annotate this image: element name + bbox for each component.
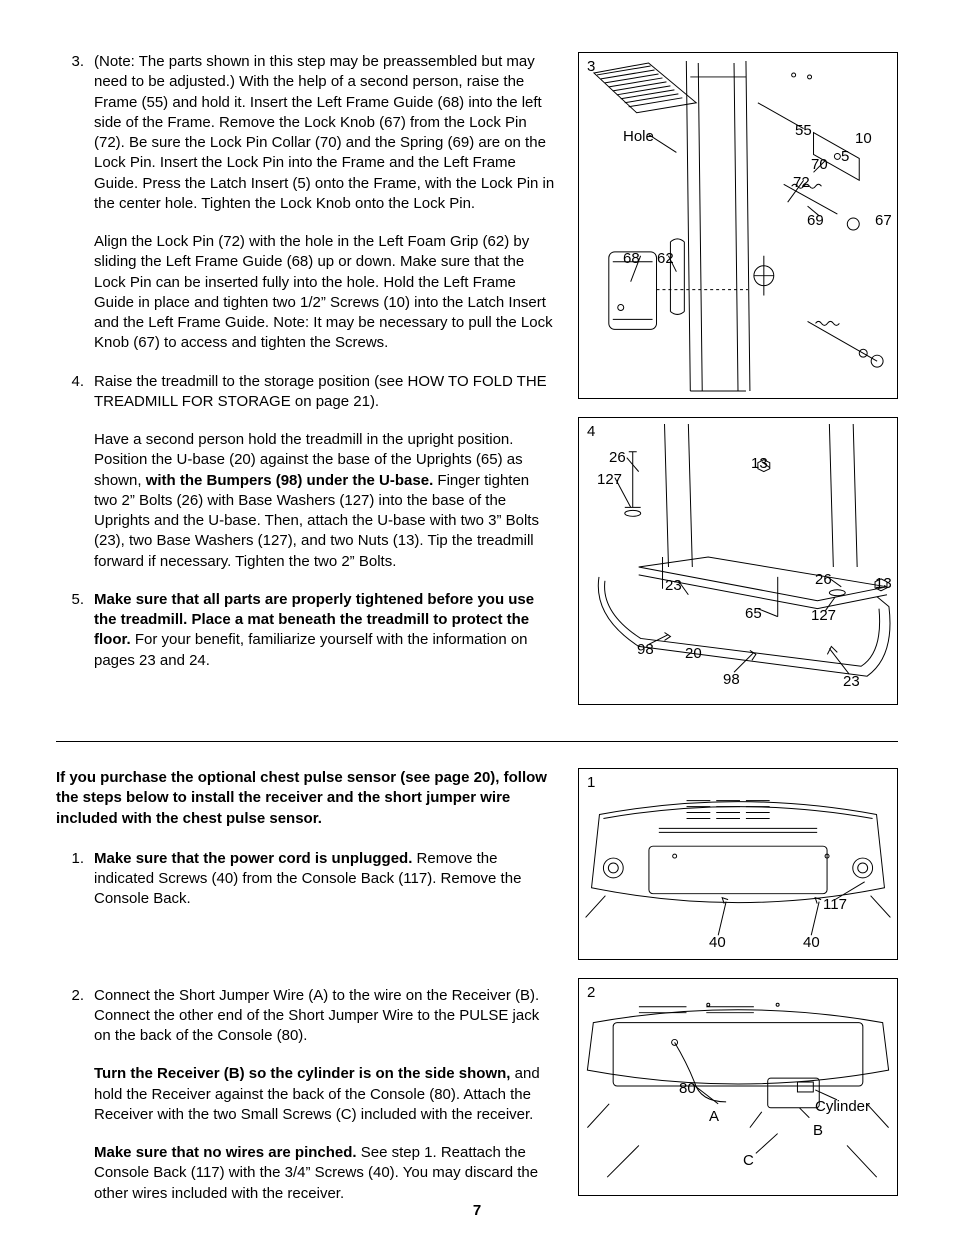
section-2-figures: 1	[578, 764, 898, 1222]
callout-label: 20	[685, 644, 702, 664]
paragraph: Make sure that no wires are pinched. See…	[94, 1143, 556, 1204]
step-number: 1.	[56, 849, 94, 869]
figure-3-number: 3	[587, 57, 595, 77]
figure-1: 1	[578, 768, 898, 960]
figure-1-drawing	[579, 769, 897, 959]
callout-label: 98	[637, 640, 654, 660]
figure-3: 3	[578, 52, 898, 399]
text: Align the Lock Pin (72) with the hole in…	[94, 233, 553, 351]
callout-label: 40	[803, 933, 820, 953]
step-number: 2.	[56, 986, 94, 1006]
paragraph: Align the Lock Pin (72) with the hole in…	[94, 232, 556, 354]
paragraph: (Note: The parts shown in this step may …	[94, 52, 556, 214]
text: Connect the Short Jumper Wire (A) to the…	[94, 987, 539, 1045]
callout-label: 26	[609, 448, 626, 468]
figure-2-number: 2	[587, 983, 595, 1003]
callout-label: 70	[811, 155, 828, 175]
paragraph: Raise the treadmill to the storage posit…	[94, 372, 556, 413]
bold-text: Turn the Receiver (B) so the cylinder is…	[94, 1065, 510, 1082]
bold-text: Make sure that the power cord is unplugg…	[94, 850, 412, 867]
callout-label: 5	[841, 147, 849, 167]
step-body: Connect the Short Jumper Wire (A) to the…	[94, 986, 556, 1204]
callout-label: 127	[597, 470, 622, 490]
section-2-text: If you purchase the optional chest pulse…	[56, 764, 556, 1222]
callout-label: Hole	[623, 127, 654, 147]
callout-label: 40	[709, 933, 726, 953]
step-number: 4.	[56, 372, 94, 392]
bold-text: Make sure that no wires are pinched.	[94, 1144, 357, 1161]
callout-label: B	[813, 1121, 823, 1141]
callout-label: 80	[679, 1079, 696, 1099]
callout-label: 117	[823, 895, 847, 915]
bold-text: with the Bumpers (98) under the U-base.	[146, 472, 434, 489]
paragraph: Make sure that the power cord is unplugg…	[94, 849, 556, 910]
paragraph: Make sure that all parts are properly ti…	[94, 590, 556, 671]
instruction-step: 1.Make sure that the power cord is unplu…	[56, 849, 556, 910]
step-body: (Note: The parts shown in this step may …	[94, 52, 556, 354]
callout-label: 10	[855, 129, 872, 149]
callout-label: 65	[745, 604, 762, 624]
instruction-step: 5.Make sure that all parts are properly …	[56, 590, 556, 671]
section-1-steps: 3.(Note: The parts shown in this step ma…	[56, 52, 556, 671]
step-body: Make sure that all parts are properly ti…	[94, 590, 556, 671]
section-2-intro: If you purchase the optional chest pulse…	[56, 768, 556, 829]
callout-label: 55	[795, 121, 812, 141]
section-divider	[56, 741, 898, 742]
step-body: Make sure that the power cord is unplugg…	[94, 849, 556, 910]
paragraph: Turn the Receiver (B) so the cylinder is…	[94, 1064, 556, 1125]
callout-label: C	[743, 1151, 754, 1171]
figure-4-drawing	[579, 418, 897, 704]
callout-label: 69	[807, 211, 824, 231]
paragraph: Have a second person hold the treadmill …	[94, 430, 556, 572]
text: Raise the treadmill to the storage posit…	[94, 373, 547, 410]
callout-label: 68	[623, 249, 640, 269]
figure-2: 2	[578, 978, 898, 1196]
callout-label: Cylinder	[815, 1097, 870, 1117]
callout-label: 72	[793, 173, 810, 193]
callout-label: A	[709, 1107, 719, 1127]
figure-4-number: 4	[587, 422, 595, 442]
callout-label: 13	[875, 574, 892, 594]
step-body: Raise the treadmill to the storage posit…	[94, 372, 556, 572]
callout-label: 23	[843, 672, 860, 692]
text: (Note: The parts shown in this step may …	[94, 53, 554, 212]
section-1-text: 3.(Note: The parts shown in this step ma…	[56, 52, 556, 723]
manual-page: 3.(Note: The parts shown in this step ma…	[0, 0, 954, 1235]
instruction-step: 4.Raise the treadmill to the storage pos…	[56, 372, 556, 572]
section-2-steps: 1.Make sure that the power cord is unplu…	[56, 849, 556, 1204]
section-2: If you purchase the optional chest pulse…	[56, 764, 898, 1222]
step-number: 3.	[56, 52, 94, 72]
paragraph: Connect the Short Jumper Wire (A) to the…	[94, 986, 556, 1047]
page-number: 7	[0, 1201, 954, 1221]
callout-label: 13	[751, 454, 768, 474]
callout-label: 23	[665, 576, 682, 596]
section-1-figures: 3	[578, 52, 898, 723]
spacer	[56, 928, 556, 986]
callout-label: 62	[657, 249, 674, 269]
figure-4: 4	[578, 417, 898, 705]
text: For your benefit, familiarize yourself w…	[94, 631, 528, 668]
figure-3-drawing	[579, 53, 897, 398]
instruction-step: 3.(Note: The parts shown in this step ma…	[56, 52, 556, 354]
step-number: 5.	[56, 590, 94, 610]
instruction-step: 2.Connect the Short Jumper Wire (A) to t…	[56, 986, 556, 1204]
callout-label: 127	[811, 606, 836, 626]
section-1: 3.(Note: The parts shown in this step ma…	[56, 52, 898, 723]
callout-label: 98	[723, 670, 740, 690]
callout-label: 67	[875, 211, 892, 231]
figure-2-drawing	[579, 979, 897, 1195]
figure-1-number: 1	[587, 773, 595, 793]
callout-label: 26	[815, 570, 832, 590]
